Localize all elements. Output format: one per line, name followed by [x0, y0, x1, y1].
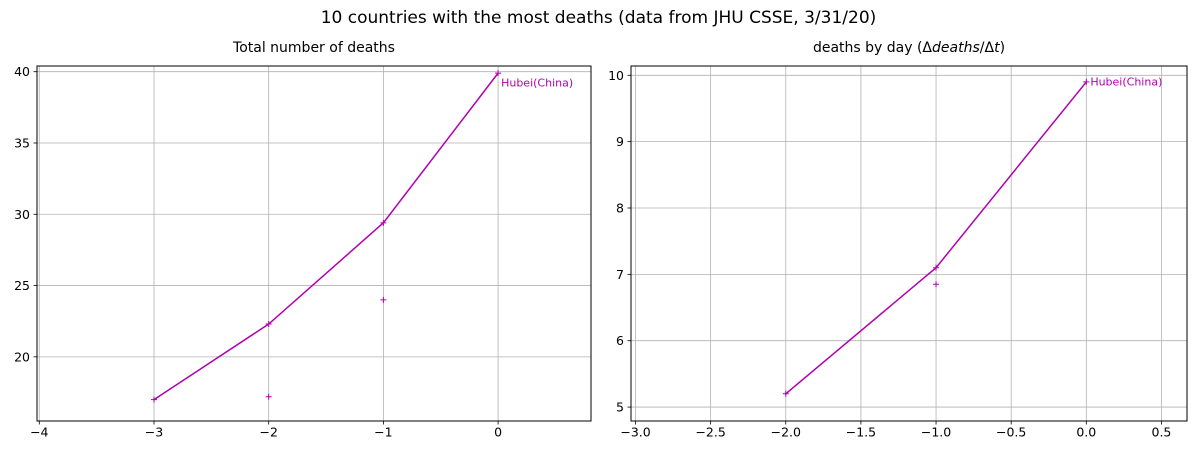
series-end-label: Hubei(China): [1090, 75, 1162, 88]
x-tick-label: 0.0: [1076, 425, 1096, 440]
y-tick-label: 7: [616, 267, 624, 282]
x-tick-label: −1.5: [846, 425, 876, 440]
x-tick-label: 0: [494, 425, 502, 440]
series-line: [153, 72, 499, 401]
x-tick-label: 0.5: [1152, 425, 1172, 440]
y-tick-label: 8: [616, 201, 624, 216]
plus-point-marker: [380, 296, 387, 303]
plus-point-marker: [1083, 78, 1090, 85]
title-text-part: Total number of deaths: [233, 40, 395, 56]
right-chart-deaths-by-day: −3.0 −2.5 −2.0 −1.5 −1.0 −0.5 0.0 0.5 5 6 7 8 9 10 Hub…: [608, 65, 1188, 440]
plus-point-marker: [933, 264, 940, 271]
left-chart-total-deaths: −4 −3 −2 −1 0 20 25 30 35 40 Hubei(China): [14, 64, 592, 440]
plus-point-marker: [782, 390, 789, 397]
x-tick-label: −4: [30, 425, 48, 440]
x-tick-label: −1.0: [921, 425, 951, 440]
title-math-part: deaths: [932, 40, 980, 56]
x-tick-label: −2.0: [771, 425, 801, 440]
axes-spines: [36, 65, 592, 422]
y-tick-label: 20: [14, 349, 30, 364]
plus-point-marker: [933, 281, 940, 288]
plus-point-marker: [150, 396, 157, 403]
y-tick-label: 9: [616, 134, 624, 149]
y-tick-label: 30: [14, 207, 30, 222]
y-tick-label: 40: [14, 64, 30, 79]
x-tick-label: −3: [145, 425, 163, 440]
plus-point-marker: [265, 321, 272, 328]
y-tick-label: 35: [14, 135, 30, 150]
x-tick-label: −3.0: [620, 425, 650, 440]
x-tick-label: −1: [374, 425, 392, 440]
left-chart-title: Total number of deaths: [37, 40, 591, 56]
figure-suptitle: 10 countries with the most deaths (data …: [320, 8, 877, 28]
title-text-part: /Δ: [979, 40, 995, 56]
title-text-part: ): [999, 40, 1006, 56]
x-tick-label: −2.5: [695, 425, 725, 440]
series-end-label: Hubei(China): [501, 77, 573, 90]
plus-point-marker: [265, 393, 272, 400]
y-tick-label: 6: [616, 333, 624, 348]
y-tick-label: 10: [608, 68, 624, 83]
title-math-part: t: [994, 40, 1000, 56]
plus-point-marker: [380, 219, 387, 226]
axes-spines: [630, 65, 1188, 422]
plus-point-marker: [495, 70, 502, 77]
x-tick-label: −0.5: [996, 425, 1026, 440]
right-chart-title: deaths by day (Δdeaths/Δt): [631, 40, 1187, 56]
title-text-part: deaths by day (Δ: [812, 40, 933, 56]
y-tick-label: 5: [616, 400, 624, 415]
y-tick-label: 25: [14, 278, 30, 293]
x-tick-label: −2: [259, 425, 277, 440]
